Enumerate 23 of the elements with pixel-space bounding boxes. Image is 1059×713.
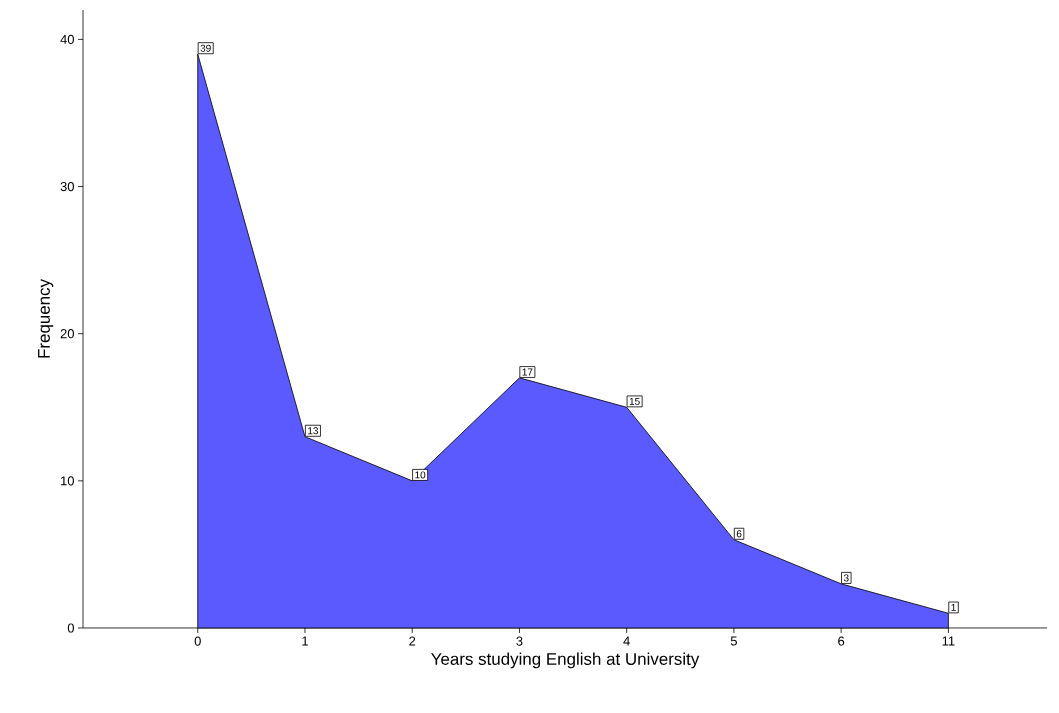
y-tick-label: 30	[60, 181, 74, 192]
data-label: 13	[308, 427, 319, 435]
data-label: 39	[200, 44, 211, 52]
y-tick-label: 0	[67, 623, 74, 633]
data-label: 10	[415, 471, 426, 479]
data-label: 3	[843, 574, 849, 582]
y-tick-label: 40	[60, 34, 74, 44]
y-tick-label: 10	[61, 476, 74, 486]
data-label: 15	[629, 397, 640, 405]
x-tick-label: 6	[838, 636, 845, 646]
data-label: 17	[522, 368, 533, 376]
data-label: 1	[951, 604, 956, 611]
x-tick-label: 3	[516, 636, 523, 646]
x-tick-label: 5	[730, 636, 737, 646]
x-tick-label: 2	[409, 636, 416, 646]
x-tick-label: 0	[194, 636, 201, 646]
x-tick-label: 4	[623, 636, 630, 646]
x-axis-title: Years studying English at University	[431, 652, 700, 669]
y-tick-label: 20	[60, 329, 74, 339]
x-tick-label: 1	[302, 636, 308, 646]
y-axis-title: Frequency	[38, 279, 54, 358]
data-label: 6	[736, 530, 742, 538]
x-tick-label: 11	[942, 636, 955, 646]
